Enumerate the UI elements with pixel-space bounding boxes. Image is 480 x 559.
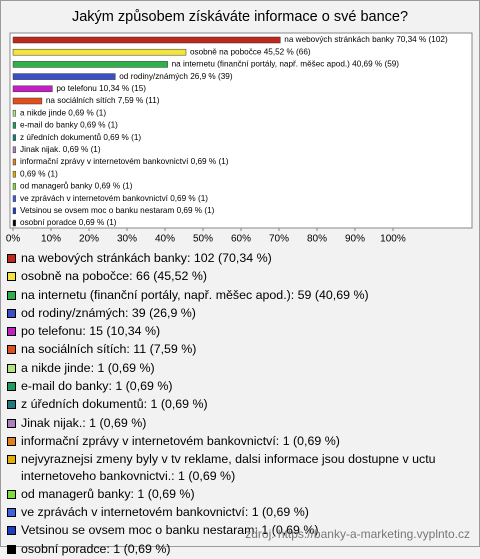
bar — [12, 109, 16, 117]
legend-label: osobně na pobočce: 66 (45,52 %) — [21, 269, 207, 284]
bar-label: na webových stránkách banky 70,34 % (102… — [284, 35, 448, 44]
x-tick-label: 30% — [117, 234, 137, 245]
legend-label: informační zprávy v internetovém bankovn… — [21, 433, 340, 448]
bar-label: osobně na pobočce 45,52 % (66) — [190, 47, 311, 56]
bar — [12, 146, 16, 154]
bar-label: a nikde jinde 0,69 % (1) — [20, 108, 106, 117]
bar — [12, 97, 43, 105]
legend-label: a nikde jinde: 1 (0,69 %) — [21, 360, 155, 375]
bar-label: 0,69 % (1) — [20, 169, 58, 178]
legend-swatch — [7, 400, 16, 410]
legend-item: Vetsinou se ovsem moc o banku nestaram: … — [7, 522, 469, 538]
bar-label: od rodiny/známých 26,9 % (39) — [119, 72, 233, 81]
legend-item: od managerů banky: 1 (0,69 %) — [7, 486, 469, 502]
bar-label: po telefonu 10,34 % (15) — [56, 84, 146, 93]
legend-swatch — [7, 345, 16, 355]
x-tick-label: 60% — [231, 234, 251, 245]
legend-item: osobně na pobočce: 66 (45,52 %) — [7, 268, 469, 284]
x-tick-label: 100% — [380, 234, 406, 245]
chart: Jakým způsobem získáváte informace o své… — [6, 9, 473, 245]
legend-label: nejvyraznejsi zmeny byly v tv reklame, d… — [21, 452, 436, 483]
legend-swatch — [7, 272, 16, 282]
legend-swatch — [7, 382, 16, 392]
bar-label: osobní poradce 0,69 % (1) — [20, 218, 117, 227]
legend: na webových stránkách banky: 102 (70,34 … — [7, 250, 469, 559]
legend-swatch — [7, 526, 16, 536]
x-tick-label: 50% — [193, 234, 213, 245]
legend-swatch — [7, 489, 16, 499]
legend-swatch — [7, 455, 16, 465]
bar — [12, 122, 16, 129]
legend-item: ve zprávách v internetovém bankovnictví:… — [7, 504, 469, 520]
bar-label: e-mail do banky 0,69 % (1) — [20, 121, 118, 130]
bar — [12, 36, 281, 44]
chart-title: Jakým způsobem získáváte informace o své… — [72, 9, 408, 25]
bar — [12, 195, 16, 202]
x-tick-label: 70% — [269, 234, 289, 245]
bar — [12, 183, 16, 190]
legend-item: Jinak nijak.: 1 (0,69 %) — [7, 415, 469, 431]
legend-label: na sociálních sítích: 11 (7,59 %) — [21, 342, 197, 357]
bar — [12, 134, 16, 141]
x-tick-label: 90% — [345, 234, 365, 245]
legend-swatch — [7, 327, 16, 337]
bar — [12, 158, 16, 166]
legend-swatch — [7, 254, 16, 263]
legend-label: od managerů banky: 1 (0,69 %) — [21, 486, 195, 501]
bar — [12, 61, 168, 68]
source: zdroj: https://banky-a-marketing.vyplnto… — [245, 527, 470, 541]
legend-item: informační zprávy v internetovém bankovn… — [7, 433, 469, 449]
legend-label: Vetsinou se ovsem moc o banku nestaram: … — [21, 523, 319, 538]
bar — [12, 207, 16, 215]
legend-item: na sociálních sítích: 11 (7,59 %) — [7, 341, 469, 357]
bar — [12, 48, 187, 56]
bar-label: od managerů banky 0,69 % (1) — [20, 181, 133, 191]
legend-swatch — [7, 544, 16, 554]
bar-label: informační zprávy v internetovém bankovn… — [20, 157, 229, 166]
legend-item: z úředních dokumentů: 1 (0,69 %) — [7, 396, 469, 412]
legend-item: na internetu (finanční portály, např. mě… — [7, 287, 469, 303]
legend-label: na webových stránkách banky: 102 (70,34 … — [21, 251, 272, 265]
bar-label: Jinak nijak. 0,69 % (1) — [20, 145, 101, 154]
x-tick-label: 20% — [79, 234, 99, 245]
x-tick-label: 80% — [307, 234, 327, 245]
legend-label: z úředních dokumentů: 1 (0,69 %) — [21, 397, 208, 412]
bar-label: z úředních dokumentů 0,69 % (1) — [20, 132, 141, 142]
legend-item: e-mail do banky: 1 (0,69 %) — [7, 378, 469, 394]
bar — [12, 170, 16, 178]
legend-label: osobní poradce: 1 (0,69 %) — [21, 541, 171, 556]
legend-swatch — [7, 290, 16, 300]
bar-label: na sociálních sítích 7,59 % (11) — [46, 96, 160, 105]
legend-swatch — [7, 436, 16, 446]
legend-item: na webových stránkách banky: 102 (70,34 … — [7, 250, 469, 266]
bar-label: na internetu (finanční portály, např. mě… — [172, 60, 400, 69]
legend-swatch — [7, 308, 16, 318]
bar — [12, 219, 16, 227]
legend-item: nejvyraznejsi zmeny byly v tv reklame, d… — [7, 451, 469, 484]
legend-item: po telefonu: 15 (10,34 %) — [7, 323, 469, 339]
legend-item: osobní poradce: 1 (0,69 %) — [7, 541, 469, 557]
bar — [12, 85, 53, 93]
legend-swatch — [7, 418, 16, 428]
legend-label: po telefonu: 15 (10,34 %) — [21, 324, 161, 339]
x-tick-label: 0% — [6, 234, 21, 245]
legend-item: a nikde jinde: 1 (0,69 %) — [7, 360, 469, 376]
legend-label: Jinak nijak.: 1 (0,69 %) — [21, 415, 147, 430]
bar — [12, 73, 116, 80]
legend-label: ve zprávách v internetovém bankovnictví:… — [21, 505, 309, 520]
bar-label: Vetsinou se ovsem moc o banku nestaram 0… — [20, 206, 215, 215]
legend-swatch — [7, 508, 16, 518]
bar-label: ve zprávách v internetovém bankovnictví … — [20, 194, 208, 203]
x-tick-label: 40% — [155, 234, 175, 245]
legend-label: od rodiny/známých: 39 (26,9 %) — [21, 305, 196, 320]
legend-label: na internetu (finanční portály, např. mě… — [21, 287, 369, 302]
x-tick-label: 10% — [41, 234, 61, 245]
legend-item: od rodiny/známých: 39 (26,9 %) — [7, 305, 469, 321]
legend-label: e-mail do banky: 1 (0,69 %) — [21, 379, 173, 394]
legend-swatch — [7, 363, 16, 373]
